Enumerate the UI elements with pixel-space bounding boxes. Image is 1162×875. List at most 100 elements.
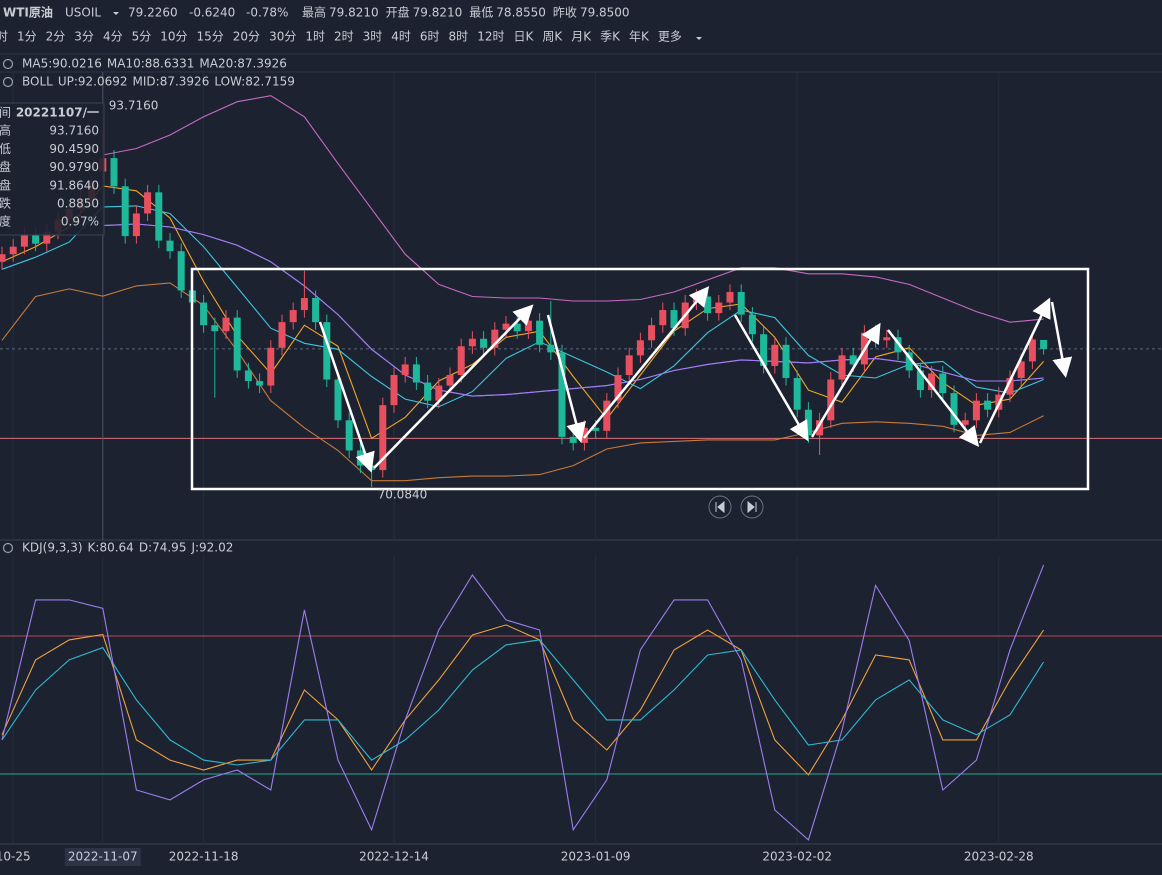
candle-body xyxy=(939,373,947,394)
candle-body xyxy=(43,231,51,244)
timeframe-tab[interactable]: 1时 xyxy=(305,30,325,44)
extreme-label: 70.0840 xyxy=(378,487,428,501)
candle-body xyxy=(155,192,163,241)
timeframe-tab[interactable]: 4时 xyxy=(391,30,411,44)
arrow xyxy=(583,286,710,439)
candle-body xyxy=(648,325,656,341)
candle-body xyxy=(670,310,678,329)
candle-body xyxy=(1028,339,1036,362)
info-label: 盘 xyxy=(0,159,11,174)
candle-body xyxy=(278,322,286,348)
timeframe-tab[interactable]: 3时 xyxy=(363,30,383,44)
timeframe-tab[interactable]: 日K xyxy=(513,30,534,44)
playback-controls xyxy=(708,495,764,519)
instrument-name: WTI原油 xyxy=(3,5,53,20)
candle-body xyxy=(838,355,846,380)
settings-icon[interactable] xyxy=(2,76,14,88)
arrow xyxy=(318,321,375,473)
candle-body xyxy=(816,420,824,436)
timeframe-bar: 时 1分 2分 3分 4分 5分 10分 15分 20分 30分 1时 2时 3时 4时 6时 8时 12时 日K… xyxy=(0,30,682,44)
candle-body xyxy=(804,409,812,436)
change-pct: -0.78% xyxy=(246,6,288,20)
timeframe-tab[interactable]: 2时 xyxy=(334,30,354,44)
stat-value: 79.8210 xyxy=(413,6,463,20)
timeframe-tab[interactable]: 月K xyxy=(571,30,592,44)
candle-body xyxy=(468,338,476,347)
user-drawing xyxy=(190,267,1090,491)
arrow xyxy=(887,329,980,447)
prev-icon xyxy=(715,500,725,514)
candle-body xyxy=(737,291,745,315)
x-tick-label: 10-25 xyxy=(0,850,31,864)
timeframe-tab[interactable]: 30分 xyxy=(269,30,296,44)
timeframe-tab[interactable]: 5分 xyxy=(132,30,152,44)
ma-line xyxy=(1,205,1044,408)
timeframe-tab[interactable]: 10分 xyxy=(160,30,187,44)
last-price: 79.2260 xyxy=(128,6,178,20)
settings-icon[interactable] xyxy=(2,542,14,554)
candle-body xyxy=(446,374,454,386)
candle-body xyxy=(177,251,185,291)
info-value: 20221107/一 xyxy=(16,106,99,120)
arrow xyxy=(1050,301,1073,378)
candle-body xyxy=(323,322,331,380)
candle-body xyxy=(412,364,420,383)
candle-body xyxy=(558,352,566,437)
candle-body xyxy=(32,234,40,244)
stats: 最高 79.8210 开盘 79.8210 最低 78.8550 昨收 79.8500 xyxy=(302,5,630,20)
candle-body xyxy=(748,314,756,335)
candle-body xyxy=(760,334,768,366)
x-tick-label: 2022-11-18 xyxy=(169,850,239,864)
candle-body xyxy=(726,291,734,303)
candle-body xyxy=(166,240,174,252)
change: -0.6240 xyxy=(189,6,235,20)
candle-body xyxy=(883,337,891,341)
timeframe-tab[interactable]: 4分 xyxy=(103,30,123,44)
info-label: 间 xyxy=(0,106,11,120)
timeframe-tab[interactable]: 更多 xyxy=(658,30,682,44)
timeframe-tab[interactable]: 周K xyxy=(542,30,563,44)
timeframe-tab[interactable]: 时 xyxy=(0,30,8,44)
legend-entry: MA5:90.0216 xyxy=(22,57,102,71)
candle-body xyxy=(334,379,342,421)
legend-entry: J:92.02 xyxy=(190,541,233,555)
kdj-line xyxy=(1,624,1045,776)
candle-body xyxy=(793,378,801,410)
x-tick-label: 2023-01-09 xyxy=(561,850,631,864)
candle-body xyxy=(592,427,600,431)
candle-body xyxy=(110,158,118,187)
timeframe-tab[interactable]: 8时 xyxy=(449,30,469,44)
stat-label: 最高 xyxy=(302,5,326,20)
arrow xyxy=(546,314,586,443)
symbol[interactable]: USOIL xyxy=(65,6,101,20)
timeframe-tab[interactable]: 20分 xyxy=(233,30,260,44)
timeframe-tab[interactable]: 3分 xyxy=(74,30,94,44)
settings-icon[interactable] xyxy=(2,58,14,70)
stat-label: 昨收 xyxy=(553,6,577,20)
timeframe-tab[interactable]: 2分 xyxy=(46,30,66,44)
stat-value: 79.8210 xyxy=(329,6,379,20)
more-dropdown[interactable] xyxy=(696,37,702,40)
candle-body xyxy=(345,420,353,451)
timeframe-tab[interactable]: 6时 xyxy=(420,30,440,44)
arrow xyxy=(810,322,881,438)
timeframe-tab[interactable]: 15分 xyxy=(197,30,224,44)
boll-line xyxy=(102,95,1044,323)
info-value: 91.8640 xyxy=(49,178,99,192)
candle-body xyxy=(715,302,723,314)
candle-body xyxy=(972,400,980,421)
timeframe-tab[interactable]: 季K xyxy=(600,30,621,44)
candle-body xyxy=(424,382,432,401)
next-icon xyxy=(747,500,757,514)
candle-body xyxy=(827,379,835,421)
candle-body xyxy=(771,344,779,366)
candle-body xyxy=(513,323,521,332)
timeframe-tab[interactable]: 12时 xyxy=(477,30,504,44)
candle-body xyxy=(222,317,230,332)
candle-body xyxy=(480,338,488,348)
timeframe-tab[interactable]: 1分 xyxy=(17,30,37,44)
timeframe-tab[interactable]: 年K xyxy=(629,30,650,44)
candle-body xyxy=(916,370,924,391)
symbol-dropdown[interactable] xyxy=(113,12,119,15)
